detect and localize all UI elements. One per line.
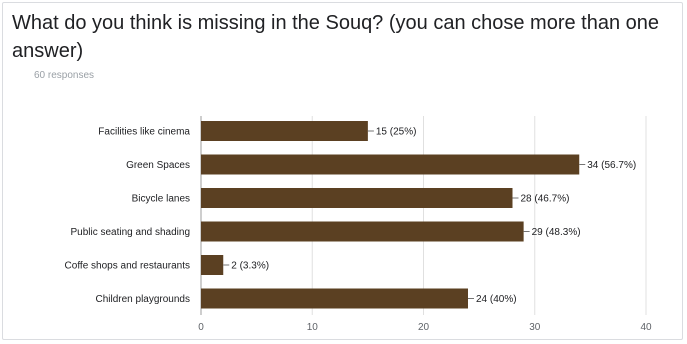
bar	[201, 121, 368, 141]
category-label: Children playgrounds	[95, 294, 190, 305]
value-label: 15 (25%)	[376, 127, 417, 138]
bars	[201, 121, 580, 309]
bar	[201, 221, 524, 242]
category-label: Coffe shops and restaurants	[65, 261, 190, 272]
question-title: What do you think is missing in the Souq…	[12, 12, 660, 62]
bar	[201, 188, 513, 208]
x-tick-label: 0	[198, 322, 204, 333]
value-label: 24 (40%)	[476, 294, 517, 305]
x-tick-label: 40	[640, 322, 652, 333]
value-label: 28 (46.7%)	[521, 194, 570, 205]
labels: 0 10 20 30 40 Facilities like cinema 15 (25%) G…	[65, 127, 652, 334]
category-label: Public seating and shading	[70, 227, 190, 238]
value-label: 34 (56.7%)	[587, 160, 636, 171]
bar	[201, 255, 224, 275]
response-count: 60 responses	[34, 70, 95, 81]
bar	[201, 154, 580, 175]
gridlines	[200, 116, 647, 315]
x-tick-label: 20	[418, 322, 430, 333]
bar	[201, 288, 468, 309]
category-label: Facilities like cinema	[98, 127, 190, 138]
value-label: 2 (3.3%)	[231, 261, 269, 272]
value-label: 29 (48.3%)	[532, 227, 581, 238]
category-label: Green Spaces	[126, 160, 190, 171]
x-tick-label: 30	[529, 322, 541, 333]
x-tick-label: 10	[307, 322, 319, 333]
category-label: Bicycle lanes	[132, 194, 190, 205]
